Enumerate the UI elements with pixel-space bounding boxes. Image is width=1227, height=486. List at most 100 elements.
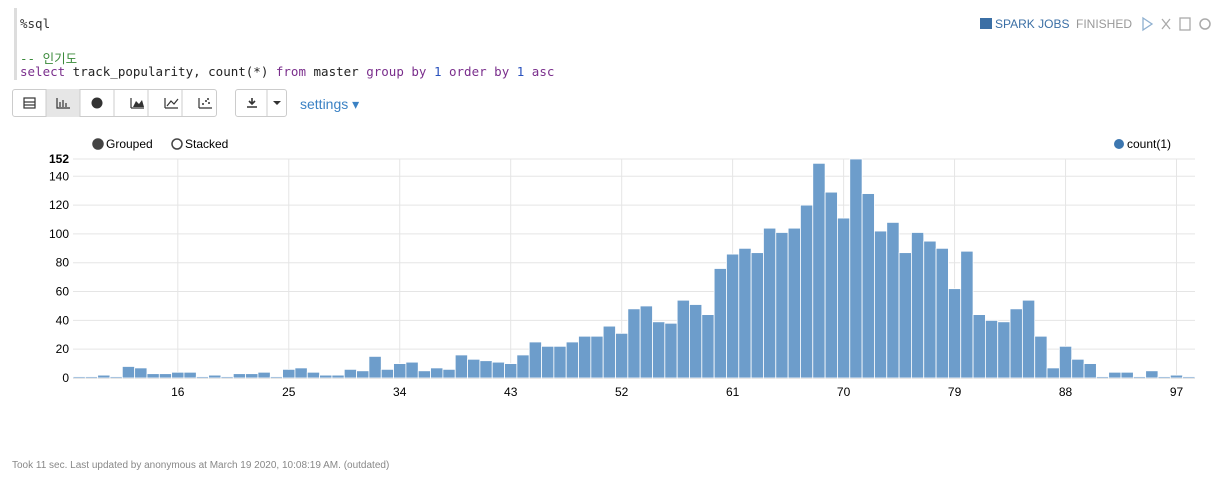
bar	[1169, 374, 1184, 379]
bar	[935, 247, 949, 379]
bar	[232, 373, 247, 379]
settings-label[interactable]: settings	[300, 96, 349, 112]
jobs-icon	[980, 18, 992, 29]
mode-label: Grouped	[106, 137, 153, 151]
bar	[171, 371, 185, 379]
bar	[220, 376, 234, 379]
bar	[245, 373, 259, 379]
x-tick-label: 25	[282, 385, 296, 399]
bar	[1182, 376, 1196, 379]
bar	[1071, 358, 1085, 379]
bar	[1108, 371, 1122, 379]
status: FINISHED	[1076, 17, 1133, 31]
bar	[787, 227, 801, 379]
chart-type-buttons[interactable]	[12, 89, 217, 117]
x-tick-label: 70	[837, 385, 851, 399]
code-token: 1	[509, 64, 525, 79]
bar	[689, 304, 703, 379]
mode-toggle[interactable]	[171, 138, 183, 150]
download-icon	[247, 89, 281, 117]
bar	[775, 232, 789, 379]
bar	[393, 363, 407, 379]
bar	[750, 252, 764, 379]
bar	[1132, 376, 1147, 379]
paragraph-controls[interactable]	[1140, 16, 1215, 32]
bar	[541, 345, 555, 379]
bar	[504, 363, 518, 379]
bar	[948, 288, 962, 379]
bar	[134, 367, 148, 379]
bar	[282, 368, 296, 379]
bar	[861, 193, 875, 379]
y-tick-label: 60	[56, 285, 70, 299]
x-tick-label: 79	[948, 385, 962, 399]
bar	[1046, 367, 1060, 379]
bar	[343, 368, 357, 379]
bar	[1021, 299, 1036, 379]
x-tick-label: 97	[1170, 385, 1184, 399]
bar	[886, 221, 900, 379]
y-tick-label: 140	[49, 169, 69, 183]
bar	[158, 373, 173, 379]
bar	[195, 376, 210, 379]
bar	[1009, 308, 1023, 379]
settings[interactable]: settings ▾	[300, 96, 360, 112]
bar	[294, 367, 308, 379]
bar	[837, 217, 851, 379]
bar	[1083, 363, 1097, 379]
bar	[380, 368, 394, 379]
bar	[1034, 335, 1048, 379]
bar	[1058, 345, 1073, 379]
bar	[553, 345, 567, 379]
y-tick-label: 80	[56, 256, 70, 270]
code-token: %sql	[20, 16, 51, 31]
x-tick-label: 61	[726, 385, 740, 399]
code-token: from	[268, 64, 306, 79]
x-tick-label: 88	[1059, 385, 1073, 399]
bar	[491, 361, 505, 379]
bar	[898, 252, 912, 379]
bar	[676, 299, 690, 379]
bar	[405, 361, 419, 379]
bar	[72, 376, 86, 379]
code-token: -- 인기도	[20, 51, 78, 66]
bar	[356, 370, 370, 379]
code-token: track_popularity, count(*)	[65, 64, 269, 79]
bar	[109, 376, 123, 379]
bar	[923, 240, 937, 379]
bar	[1120, 371, 1134, 379]
bar	[442, 368, 456, 379]
bar	[701, 314, 715, 379]
bar	[824, 191, 838, 379]
code-token: 1	[426, 64, 442, 79]
y-tick-label: 40	[56, 313, 70, 327]
legend-label: count(1)	[1127, 137, 1171, 151]
bar	[319, 374, 333, 379]
code-line: %sql	[20, 16, 50, 31]
editor-gutter	[14, 8, 17, 80]
bar	[516, 354, 530, 379]
bar	[368, 355, 382, 379]
y-tick-label: 120	[49, 198, 69, 212]
bar	[627, 308, 641, 379]
bar	[121, 366, 136, 379]
bar	[454, 354, 468, 379]
bar	[479, 360, 493, 379]
y-tick-label: 152	[49, 152, 69, 166]
bar	[874, 230, 888, 379]
bar	[639, 305, 653, 379]
bar	[738, 247, 752, 379]
mode-toggle[interactable]	[92, 138, 104, 150]
footer: Took 11 sec. Last updated by anonymous a…	[12, 460, 390, 471]
spark-jobs[interactable]: SPARK JOBS	[995, 17, 1070, 31]
code-token: master	[306, 64, 359, 79]
bar	[763, 227, 777, 379]
code-line: -- 인기도	[20, 48, 77, 67]
mode-label: Stacked	[185, 137, 228, 151]
bar	[97, 374, 111, 379]
bar	[528, 341, 542, 379]
bar	[269, 376, 284, 379]
code-token: asc	[524, 64, 555, 79]
bar	[578, 335, 592, 379]
